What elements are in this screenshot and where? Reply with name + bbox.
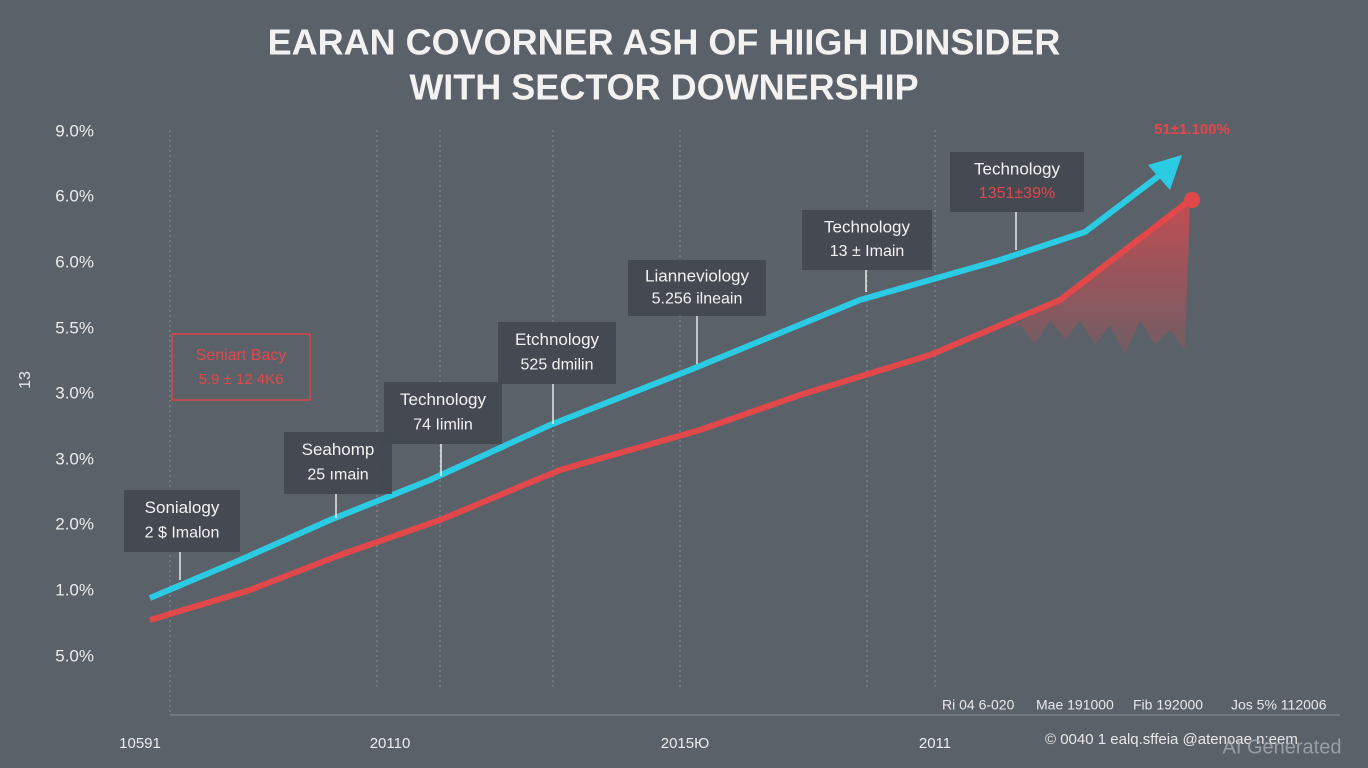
annotation-subtitle: 25 ımain — [307, 467, 368, 484]
annotation-title: Technology — [974, 159, 1061, 178]
annotation-title: Lianneviology — [645, 266, 749, 285]
annotation-box — [284, 432, 392, 494]
y-tick-label: 3.0% — [55, 383, 94, 402]
arrow-head — [1148, 155, 1182, 190]
highlight-title: Seniart Bacy — [196, 347, 287, 364]
annotation-subtitle: 525 dmilin — [521, 357, 594, 374]
x-tick-label: 2015Ю — [661, 735, 710, 752]
y-tick-label: 6.0% — [55, 252, 94, 271]
x-tick-label: 10591 — [119, 735, 161, 752]
highlight-box — [171, 333, 311, 401]
title-line: EARAN COVORNER ASH OF HIIGH IDINSIDER — [268, 22, 1061, 63]
annotation-title: Technology — [824, 217, 911, 236]
annotation-title: Technology — [400, 390, 487, 409]
y-tick-label: 1.0% — [55, 580, 94, 599]
annotation-box — [498, 322, 616, 384]
annotation-box — [950, 152, 1084, 212]
footer: © 0040 1 ealq.sffeia @atenoae n:eem — [1045, 731, 1298, 748]
highlight-subtitle: 5.9 ± 12 4K6 — [199, 371, 284, 388]
annotation-subtitle: 1351±39% — [979, 185, 1055, 202]
annotation-subtitle: 13 ± Imain — [830, 243, 905, 260]
annotation-title: Etchnology — [515, 330, 600, 349]
y-tick-label: 3.0% — [55, 449, 94, 468]
annotation-box — [124, 490, 240, 552]
annotation-title: Sonialogy — [145, 498, 220, 517]
annotation-subtitle: 74 Iimlin — [413, 417, 473, 434]
legend-item: Fib 192000 — [1133, 697, 1203, 713]
title-line: WITH SECTOR DOWNERSHIP — [409, 67, 918, 108]
y-tick-label: 5.0% — [55, 646, 94, 665]
x-tick-label: 2011 — [919, 735, 951, 752]
cyan-line — [148, 172, 1162, 601]
end-dot — [1184, 192, 1200, 208]
y-tick-label: 9.0% — [55, 121, 94, 140]
annotation-box — [802, 210, 932, 270]
red-line — [149, 197, 1192, 623]
legend-item: Jos 5% 112006 — [1231, 697, 1327, 713]
annotation-box — [384, 382, 502, 444]
watermark: AI Generated — [1223, 736, 1342, 758]
y-tick-label: 2.0% — [55, 514, 94, 533]
annotation-subtitle: 2 $ Imalon — [145, 525, 220, 542]
annotation-subtitle: 5.256 ilneain — [652, 290, 743, 307]
x-tick-label: 20110 — [370, 735, 411, 752]
annotation-box — [628, 260, 766, 316]
end-label: 51±1.100% — [1154, 121, 1230, 138]
y-axis-label: 13 — [17, 371, 34, 389]
legend-item: Ri 04 6-020 — [942, 697, 1015, 713]
y-tick-label: 6.0% — [55, 186, 94, 205]
annotation-title: Seahomp — [302, 440, 375, 459]
legend-item: Mae 191000 — [1036, 697, 1114, 713]
y-tick-label: 5.5% — [55, 318, 94, 337]
